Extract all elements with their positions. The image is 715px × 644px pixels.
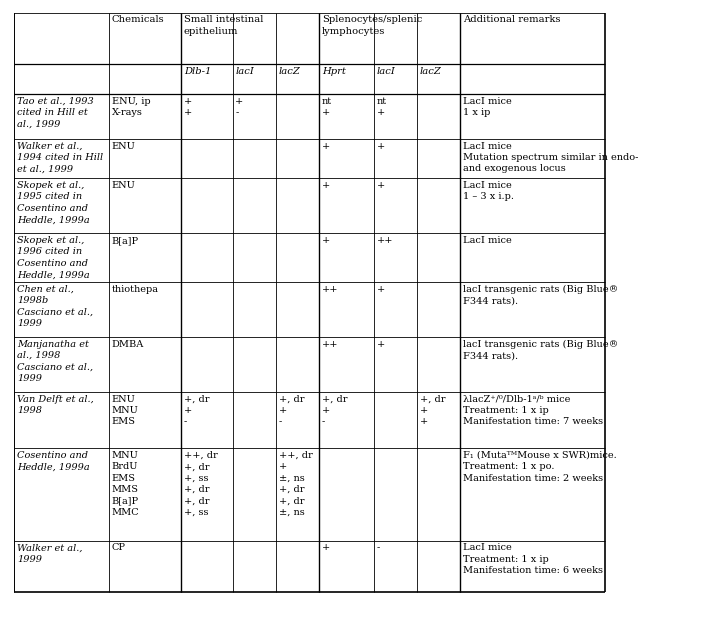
Text: Small intestinal
epithelium: Small intestinal epithelium — [184, 15, 263, 36]
Text: +, dr
+
-: +, dr + - — [322, 395, 347, 426]
Text: ENU: ENU — [112, 181, 136, 190]
Text: +: + — [377, 181, 385, 190]
Text: +, dr
+
+: +, dr + + — [420, 395, 445, 426]
Text: Van Delft et al.,
1998: Van Delft et al., 1998 — [17, 395, 94, 415]
Text: ++: ++ — [322, 285, 338, 294]
Text: ++: ++ — [377, 236, 393, 245]
Text: F₁ (MutaᵀᴹMouse x SWR)mice.
Treatment: 1 x po.
Manifestation time: 2 weeks: F₁ (MutaᵀᴹMouse x SWR)mice. Treatment: 1… — [463, 451, 617, 483]
Text: lacI: lacI — [235, 66, 255, 75]
Text: LacI mice: LacI mice — [463, 236, 512, 245]
Text: LacI mice
Treatment: 1 x ip
Manifestation time: 6 weeks: LacI mice Treatment: 1 x ip Manifestatio… — [463, 544, 603, 575]
Text: +: + — [377, 339, 385, 348]
Text: Chemicals: Chemicals — [112, 15, 164, 24]
Text: lacI transgenic rats (Big Blue®
F344 rats).: lacI transgenic rats (Big Blue® F344 rat… — [463, 285, 618, 305]
Text: Cosentino and
Heddle, 1999a: Cosentino and Heddle, 1999a — [17, 451, 90, 471]
Text: lacI: lacI — [377, 66, 395, 75]
Text: Walker et al.,
1999: Walker et al., 1999 — [17, 544, 82, 564]
Text: +: + — [377, 142, 385, 151]
Text: +, dr
+
-: +, dr + - — [184, 395, 209, 426]
Text: Dlb-1: Dlb-1 — [184, 66, 211, 75]
Text: nt
+: nt + — [322, 97, 332, 117]
Text: LacI mice
1 – 3 x i.p.: LacI mice 1 – 3 x i.p. — [463, 181, 514, 202]
Text: DMBA: DMBA — [112, 339, 144, 348]
Text: ++, dr
+, dr
+, ss
+, dr
+, dr
+, ss: ++, dr +, dr +, ss +, dr +, dr +, ss — [184, 451, 217, 517]
Text: ENU
MNU
EMS: ENU MNU EMS — [112, 395, 139, 426]
Text: Walker et al.,
1994 cited in Hill
et al., 1999: Walker et al., 1994 cited in Hill et al.… — [17, 142, 103, 173]
Text: +: + — [377, 285, 385, 294]
Text: thiothepa: thiothepa — [112, 285, 159, 294]
Text: +, dr
+
-: +, dr + - — [279, 395, 304, 426]
Text: -: - — [377, 544, 380, 553]
Text: +: + — [322, 544, 330, 553]
Text: CP: CP — [112, 544, 126, 553]
Text: +: + — [322, 181, 330, 190]
Text: LacI mice
1 x ip: LacI mice 1 x ip — [463, 97, 512, 117]
Text: nt
+: nt + — [377, 97, 387, 117]
Text: ENU: ENU — [112, 142, 136, 151]
Text: Skopek et al.,
1995 cited in
Cosentino and
Heddle, 1999a: Skopek et al., 1995 cited in Cosentino a… — [17, 181, 90, 224]
Text: Tao et al., 1993
cited in Hill et
al., 1999: Tao et al., 1993 cited in Hill et al., 1… — [17, 97, 94, 129]
Text: lacZ: lacZ — [279, 66, 300, 75]
Text: +
-: + - — [235, 97, 244, 117]
Text: Chen et al.,
1998b
Casciano et al.,
1999: Chen et al., 1998b Casciano et al., 1999 — [17, 285, 93, 328]
Text: LacI mice
Mutation spectrum similar in endo-
and exogenous locus: LacI mice Mutation spectrum similar in e… — [463, 142, 638, 173]
Text: MNU
BrdU
EMS
MMS
B[a]P
MMC: MNU BrdU EMS MMS B[a]P MMC — [112, 451, 139, 517]
Text: lacZ: lacZ — [420, 66, 442, 75]
Text: ++, dr
+
±, ns
+, dr
+, dr
±, ns: ++, dr + ±, ns +, dr +, dr ±, ns — [279, 451, 312, 517]
Text: λlacZ⁺/⁰/Dlb-1ᵃ/ᵇ mice
Treatment: 1 x ip
Manifestation time: 7 weeks: λlacZ⁺/⁰/Dlb-1ᵃ/ᵇ mice Treatment: 1 x ip… — [463, 395, 603, 426]
Text: Hprt: Hprt — [322, 66, 345, 75]
Text: ENU, ip
X-rays: ENU, ip X-rays — [112, 97, 150, 117]
Text: +: + — [322, 236, 330, 245]
Text: +
+: + + — [184, 97, 192, 117]
Text: Additional remarks: Additional remarks — [463, 15, 561, 24]
Text: B[a]P: B[a]P — [112, 236, 139, 245]
Text: Manjanatha et
al., 1998
Casciano et al.,
1999: Manjanatha et al., 1998 Casciano et al.,… — [17, 339, 93, 383]
Text: Skopek et al.,
1996 cited in
Cosentino and
Heddle, 1999a: Skopek et al., 1996 cited in Cosentino a… — [17, 236, 90, 279]
Text: ++: ++ — [322, 339, 338, 348]
Text: +: + — [322, 142, 330, 151]
Text: Splenocytes/splenic
lymphocytes: Splenocytes/splenic lymphocytes — [322, 15, 422, 36]
Text: lacI transgenic rats (Big Blue®
F344 rats).: lacI transgenic rats (Big Blue® F344 rat… — [463, 339, 618, 360]
